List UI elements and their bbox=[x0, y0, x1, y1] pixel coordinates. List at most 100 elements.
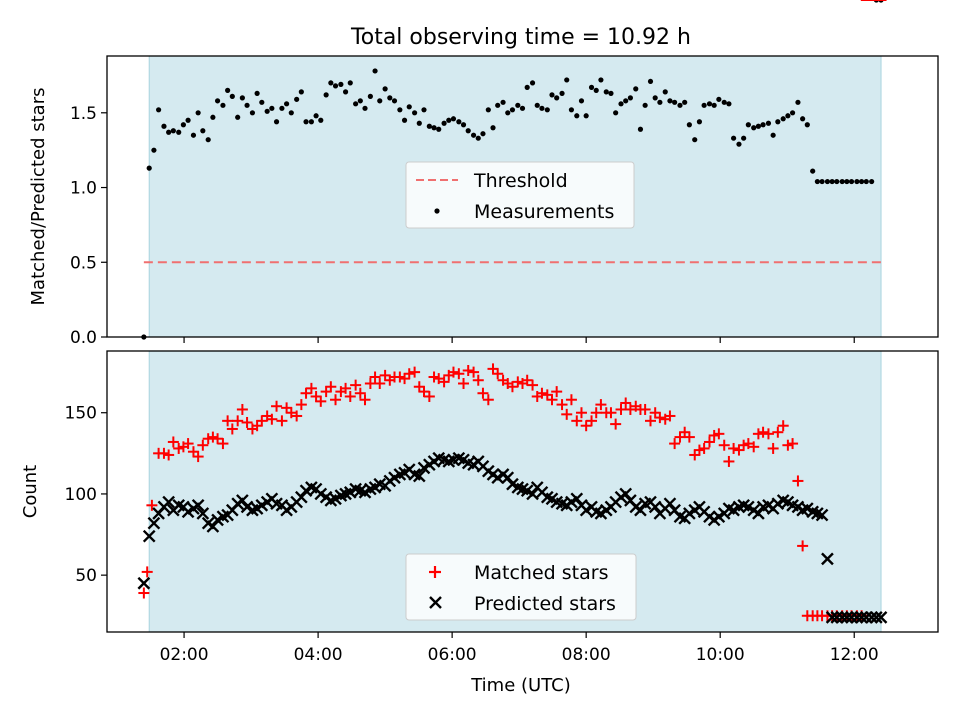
measurement-point bbox=[598, 77, 604, 83]
matched-star-marker bbox=[580, 420, 592, 432]
measurements-legend-label: Measurements bbox=[474, 201, 614, 223]
predicted-star-marker bbox=[147, 516, 161, 530]
matched-star-marker bbox=[610, 418, 622, 430]
measurement-point bbox=[249, 110, 256, 116]
matched-star-marker bbox=[669, 438, 681, 450]
matched-star-marker bbox=[350, 379, 362, 391]
x-tick-label: 04:00 bbox=[294, 645, 343, 665]
matched-star-marker bbox=[536, 387, 548, 399]
matched-star-marker bbox=[453, 368, 465, 380]
predicted-star-marker bbox=[294, 490, 308, 504]
matched-star-marker bbox=[236, 403, 248, 415]
measurement-point bbox=[156, 107, 162, 113]
measurement-point bbox=[475, 135, 481, 141]
measurement-point bbox=[372, 68, 378, 74]
matched-star-marker bbox=[207, 431, 219, 443]
matched-star-marker bbox=[399, 373, 411, 385]
measurement-point bbox=[323, 92, 329, 98]
measurement-point bbox=[800, 116, 806, 122]
matched-star-marker bbox=[325, 381, 337, 393]
matched-star-marker bbox=[374, 377, 386, 389]
matched-star-marker bbox=[792, 475, 804, 487]
measurement-point bbox=[313, 113, 319, 119]
measurement-point bbox=[397, 107, 403, 113]
measurement-point bbox=[367, 93, 373, 99]
matched-star-marker bbox=[586, 415, 598, 427]
measurement-point bbox=[844, 178, 850, 185]
measurement-point bbox=[347, 80, 353, 86]
matched-star-marker bbox=[689, 449, 701, 461]
matched-star-marker bbox=[359, 394, 371, 406]
matched-star-marker bbox=[728, 442, 740, 454]
matched-star-marker bbox=[541, 389, 553, 401]
measurement-point bbox=[161, 123, 167, 129]
measurement-point bbox=[613, 110, 619, 116]
matched-star-marker bbox=[226, 423, 238, 435]
matched-star-marker bbox=[447, 366, 459, 378]
matched-star-marker bbox=[521, 374, 533, 386]
matched-star-marker bbox=[752, 428, 764, 440]
measurement-point bbox=[819, 178, 825, 185]
measurement-point bbox=[568, 107, 575, 113]
measurement-point bbox=[214, 98, 221, 104]
measurement-point bbox=[426, 123, 432, 129]
matched-star-marker bbox=[649, 407, 661, 419]
predicted-star-marker bbox=[648, 500, 662, 514]
matched-star-marker bbox=[615, 403, 627, 415]
ratio-legend: Threshold Measurements bbox=[405, 161, 635, 229]
measurement-point bbox=[254, 90, 260, 96]
predicted-star-marker bbox=[206, 520, 220, 533]
predicted-star-marker bbox=[815, 508, 829, 522]
matched-star-marker bbox=[645, 415, 657, 427]
measurement-point bbox=[180, 122, 186, 128]
measurement-point bbox=[627, 95, 633, 101]
measurement-point bbox=[441, 120, 447, 126]
matched-star-marker bbox=[561, 408, 573, 420]
predicted-legend-label: Predicted stars bbox=[474, 593, 616, 615]
measurement-point bbox=[353, 101, 359, 107]
measurement-point bbox=[273, 119, 280, 125]
measurement-point bbox=[657, 99, 663, 105]
matched-star-marker bbox=[173, 442, 185, 454]
measurement-point bbox=[362, 105, 368, 111]
measurement-point bbox=[770, 132, 776, 138]
measurement-point bbox=[318, 117, 324, 123]
measurement-point bbox=[465, 128, 471, 134]
matched-star-marker bbox=[291, 410, 303, 422]
matched-star-marker bbox=[187, 446, 199, 458]
matched-star-marker bbox=[664, 410, 676, 422]
measurement-point bbox=[731, 135, 737, 141]
measurement-point bbox=[200, 128, 206, 134]
matched-star-marker bbox=[703, 436, 715, 448]
measurement-point bbox=[229, 93, 235, 99]
matched-star-marker bbox=[733, 444, 745, 456]
measurement-point bbox=[741, 135, 747, 141]
matched-star-marker bbox=[138, 587, 150, 599]
measurement-point bbox=[406, 104, 412, 110]
matched-star-marker bbox=[241, 416, 253, 428]
count-legend: Matched stars Predicted stars bbox=[405, 553, 637, 621]
matched-star-marker bbox=[723, 455, 735, 467]
measurement-point bbox=[412, 110, 418, 116]
measurement-point bbox=[524, 84, 530, 90]
measurement-point bbox=[686, 122, 692, 128]
predicted-star-marker bbox=[850, 611, 864, 624]
measurement-point bbox=[608, 90, 614, 96]
predicted-star-marker bbox=[142, 529, 156, 543]
measurement-point bbox=[696, 119, 703, 125]
matched-star-marker bbox=[271, 400, 283, 412]
measurement-point bbox=[810, 168, 816, 174]
measurement-point bbox=[667, 98, 673, 104]
matched-star-marker bbox=[757, 426, 769, 438]
measurement-point bbox=[745, 122, 751, 128]
matched-star-marker bbox=[222, 415, 234, 427]
matched-star-marker bbox=[605, 407, 617, 419]
measurement-point bbox=[338, 81, 344, 87]
measurement-point bbox=[647, 78, 654, 85]
matched-star-marker bbox=[797, 540, 809, 552]
ratio-legend-box bbox=[405, 161, 635, 229]
measurement-point bbox=[760, 122, 766, 128]
matched-star-marker bbox=[762, 428, 774, 440]
measurement-point bbox=[279, 105, 285, 111]
matched-star-marker bbox=[575, 407, 587, 419]
